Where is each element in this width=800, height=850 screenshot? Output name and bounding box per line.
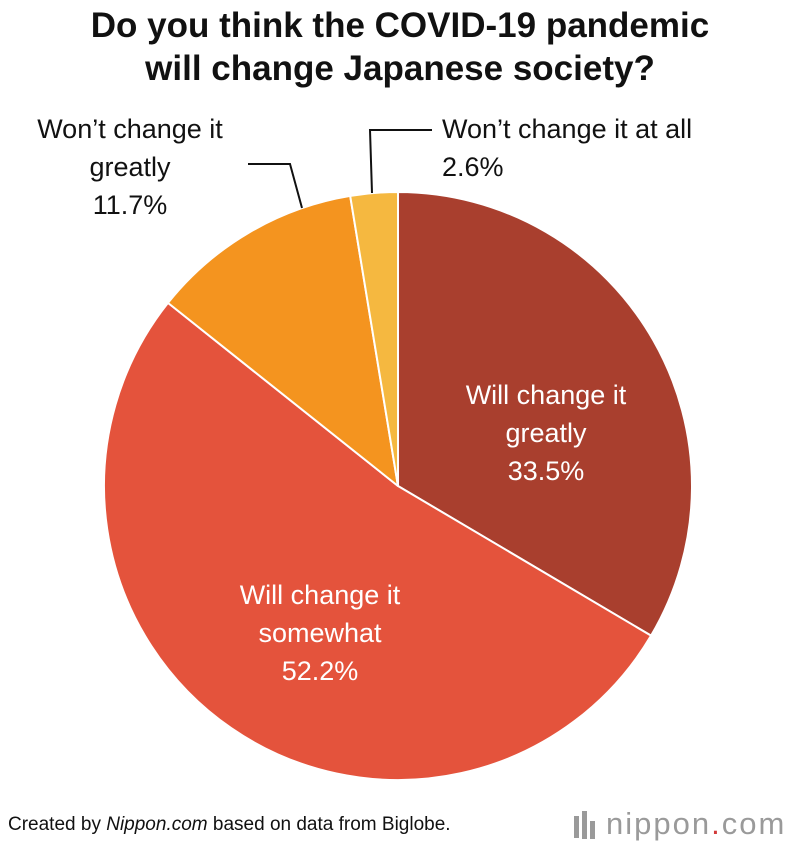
source-credit-suffix: based on data from Biglobe. — [207, 814, 451, 835]
chart-title-line-2: will change Japanese society? — [145, 49, 655, 88]
nippon-logo: nippon.com — [574, 804, 786, 844]
logo-bars-icon — [574, 809, 596, 839]
source-credit: Created by Nippon.com based on data from… — [8, 814, 451, 836]
leader-line-won-t-change-it-at-all — [368, 129, 432, 194]
slice-labels: Will change it greatly 33.5% Will change it… — [37, 114, 692, 686]
slice-label-will-change-it-somewhat: Will change it somewhat 52.2% — [240, 580, 401, 686]
chart-title-line-1: Do you think the COVID-19 pandemic — [90, 6, 710, 45]
slice-label-will-change-it-greatly: Will change it greatly 33.5% — [466, 380, 627, 486]
chart-title: Do you think the COVID-19 pandemic will … — [0, 4, 800, 90]
source-credit-site: Nippon.com — [106, 814, 208, 835]
slice-label-won-t-change-it-greatly: Won’t change it greatly 11.7% — [37, 114, 223, 220]
pie-slices — [103, 191, 693, 781]
pie-slice-won-t-change-it-at-all — [349, 191, 399, 487]
pie-slice-won-t-change-it-greatly — [166, 194, 399, 487]
logo-wordmark: nippon.com — [606, 806, 787, 841]
source-credit-prefix: Created by — [8, 814, 107, 835]
pie-slice-will-change-it-greatly — [397, 191, 693, 637]
pie-slice-will-change-it-somewhat — [103, 301, 653, 781]
leader-line-won-t-change-it-greatly — [248, 163, 303, 209]
slice-label-won-t-change-it-at-all: Won’t change it at all 2.6% — [442, 114, 692, 182]
leader-lines — [248, 129, 432, 209]
